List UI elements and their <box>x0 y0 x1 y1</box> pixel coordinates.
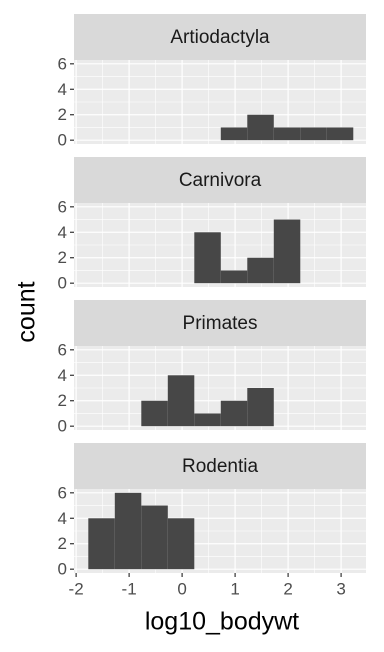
bar <box>167 518 195 570</box>
y-tick-label: 2 <box>58 534 67 553</box>
bar <box>273 127 301 141</box>
bar <box>247 388 274 427</box>
y-tick-label: 0 <box>58 274 67 293</box>
bar <box>114 492 142 570</box>
bar <box>141 400 168 427</box>
y-tick-label: 6 <box>58 197 67 216</box>
y-tick-label: 6 <box>58 340 67 359</box>
y-tick-label: 2 <box>58 391 67 410</box>
strip <box>74 157 366 203</box>
strip <box>74 14 366 60</box>
y-tick-label: 0 <box>58 417 67 436</box>
x-tick-label: 2 <box>283 579 292 598</box>
y-tick-label: 4 <box>58 80 67 99</box>
bar <box>247 257 274 284</box>
bar <box>194 232 221 284</box>
bar <box>194 413 221 427</box>
x-tick-label: 3 <box>336 579 345 598</box>
y-tick-label: 4 <box>58 366 67 385</box>
x-tick-label: 1 <box>230 579 239 598</box>
bar <box>273 219 301 284</box>
strip-label: Carnivora <box>179 170 262 191</box>
x-axis-title: log10_bodywt <box>145 608 299 636</box>
bar <box>88 518 115 570</box>
bar <box>167 375 195 427</box>
x-tick-label: -1 <box>122 579 137 598</box>
bar <box>247 114 274 141</box>
y-tick-label: 0 <box>58 560 67 579</box>
y-tick-label: 6 <box>58 483 67 502</box>
bar <box>141 505 168 570</box>
strip <box>74 443 366 489</box>
x-tick-label: 0 <box>177 579 186 598</box>
strip-label: Primates <box>183 313 258 334</box>
strip-label: Rodentia <box>182 456 258 477</box>
strip-label: Artiodactyla <box>170 27 270 48</box>
y-tick-label: 2 <box>58 248 67 267</box>
y-tick-label: 0 <box>58 131 67 150</box>
y-tick-label: 4 <box>58 223 67 242</box>
y-tick-label: 4 <box>58 509 67 528</box>
bar <box>220 400 248 427</box>
y-tick-label: 6 <box>58 54 67 73</box>
bar <box>220 270 248 284</box>
bar <box>326 127 354 141</box>
strip <box>74 300 366 346</box>
x-tick-label: -2 <box>69 579 84 598</box>
bar <box>300 127 327 141</box>
y-axis-title: count <box>13 281 41 342</box>
y-tick-label: 2 <box>58 105 67 124</box>
bar <box>220 127 248 141</box>
